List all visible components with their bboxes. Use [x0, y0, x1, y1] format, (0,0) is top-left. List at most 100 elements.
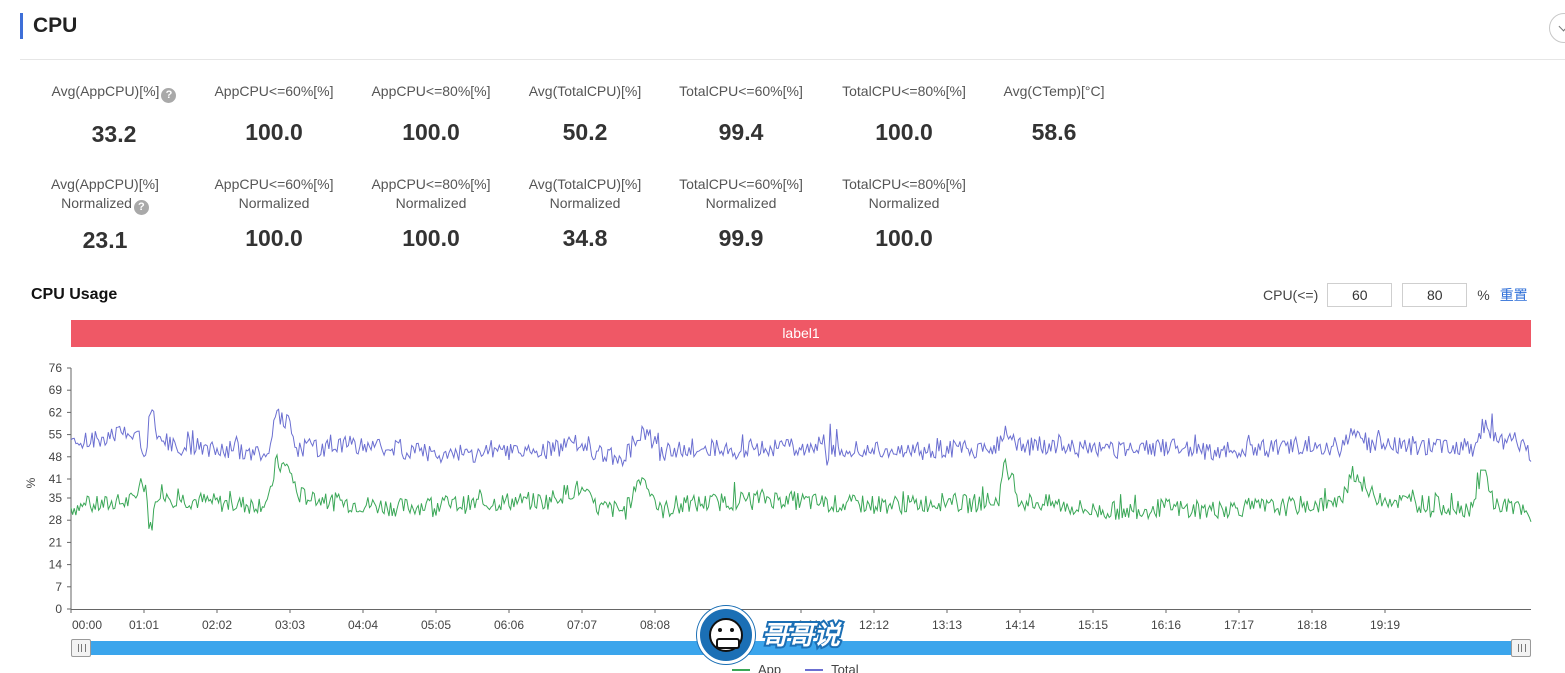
- y-tick-label: 0: [55, 602, 62, 616]
- metric-label: TotalCPU<=60%[%]: [679, 176, 803, 192]
- y-tick-label: 48: [49, 450, 63, 464]
- metric-avg-total-cpu-normalized: Avg(TotalCPU)[%] Normalized 34.8: [505, 175, 665, 252]
- series-line-total: [70, 408, 1532, 468]
- x-tick-label: 15:15: [1078, 618, 1108, 632]
- metric-value: 23.1: [82, 227, 128, 253]
- metric-label-normalized: Normalized: [238, 195, 310, 211]
- metric-total-cpu-80-normalized: TotalCPU<=80%[%] Normalized 100.0: [824, 175, 984, 252]
- x-tick-label: 03:03: [275, 618, 305, 632]
- slider-left-handle[interactable]: [71, 639, 91, 657]
- metric-label: AppCPU<=60%[%]: [214, 176, 334, 192]
- metric-total-cpu-60-normalized: TotalCPU<=60%[%] Normalized 99.9: [661, 175, 821, 252]
- legend-swatch-total: [805, 668, 824, 671]
- metric-value: 100.0: [402, 119, 460, 145]
- series-line-app: [70, 453, 1532, 531]
- x-tick-label: 18:18: [1297, 618, 1327, 632]
- legend-item-app[interactable]: App: [732, 662, 781, 673]
- metric-value: 100.0: [402, 225, 460, 251]
- y-tick-label: 76: [49, 361, 63, 375]
- metric-label: AppCPU<=60%[%]: [214, 83, 334, 99]
- legend-label-total: Total: [831, 662, 859, 673]
- metric-app-cpu-80: AppCPU<=80%[%] 100.0: [351, 82, 511, 146]
- metric-label: TotalCPU<=60%[%]: [679, 83, 803, 99]
- x-tick-label: 07:07: [567, 618, 597, 632]
- chart-legend: App Total: [732, 662, 883, 673]
- slider-right-handle[interactable]: [1511, 639, 1531, 657]
- y-tick-label: 69: [49, 383, 63, 397]
- y-tick-label: 55: [49, 428, 63, 442]
- threshold-label: CPU(<=): [1263, 287, 1319, 303]
- metric-total-cpu-80: TotalCPU<=80%[%] 100.0: [824, 82, 984, 146]
- x-tick-label: 05:05: [421, 618, 451, 632]
- y-tick-label: 7: [55, 580, 62, 594]
- watermark-text: 哥哥说: [760, 619, 845, 652]
- metric-label-normalized: Normalized: [705, 195, 777, 211]
- y-tick-label: 62: [49, 405, 63, 419]
- x-tick-label: 00:00: [72, 618, 102, 632]
- metric-app-cpu-60: AppCPU<=60%[%] 100.0: [194, 82, 354, 146]
- x-tick-label: 17:17: [1224, 618, 1254, 632]
- metric-value: 100.0: [875, 225, 933, 251]
- metric-label: Avg(CTemp)[°C]: [1003, 83, 1105, 99]
- cartoon-face-logo-icon: [697, 606, 755, 664]
- metric-label-normalized: Normalized: [549, 195, 621, 211]
- y-tick-label: 21: [49, 535, 63, 549]
- metric-label-normalized: Normalized: [61, 195, 132, 211]
- metric-value: 100.0: [875, 119, 933, 145]
- threshold-high-input[interactable]: [1402, 283, 1468, 307]
- label-band[interactable]: label1: [71, 320, 1531, 347]
- section-header: CPU: [20, 12, 77, 40]
- collapse-chevron-icon[interactable]: [1549, 13, 1565, 43]
- metric-label: Avg(TotalCPU)[%]: [528, 176, 642, 192]
- x-tick-label: 19:19: [1370, 618, 1400, 632]
- x-tick-label: 13:13: [932, 618, 962, 632]
- y-tick-label: 35: [49, 491, 63, 505]
- section-title: CPU: [33, 14, 78, 37]
- metric-value: 33.2: [91, 121, 137, 147]
- x-tick-label: 04:04: [348, 618, 378, 632]
- help-icon[interactable]: ?: [161, 88, 177, 103]
- time-range-slider[interactable]: [71, 639, 1531, 657]
- y-tick-label: 41: [49, 472, 63, 486]
- metric-label-normalized: Normalized: [395, 195, 467, 211]
- y-tick-label: 14: [49, 558, 63, 572]
- metric-avg-ctemp: Avg(CTemp)[°C] 58.6: [974, 82, 1134, 146]
- section-accent-bar: [20, 13, 23, 39]
- threshold-low-input[interactable]: [1327, 283, 1393, 307]
- metric-label: Avg(AppCPU)[%]: [51, 83, 160, 99]
- metric-value: 34.8: [562, 225, 608, 251]
- metric-label: Avg(AppCPU)[%]: [51, 176, 159, 192]
- metric-label-normalized: Normalized: [868, 195, 940, 211]
- legend-item-total[interactable]: Total: [805, 662, 859, 673]
- cpu-usage-chart[interactable]: 0 7 14 21 28 35 41 48 55 62 69 76% 00:00 01:01 02:02 03…: [0, 355, 1565, 640]
- metric-value: 100.0: [245, 119, 303, 145]
- metric-avg-total-cpu: Avg(TotalCPU)[%] 50.2: [505, 82, 665, 146]
- y-axis-label: %: [24, 477, 38, 488]
- x-tick-label: 14:14: [1005, 618, 1035, 632]
- chart-title: CPU Usage: [31, 286, 118, 303]
- legend-label-app: App: [758, 662, 782, 673]
- metric-avg-app-cpu: Avg(AppCPU)[%]? 33.2: [34, 82, 194, 148]
- metric-avg-app-cpu-normalized: Avg(AppCPU)[%] Normalized? 23.1: [25, 175, 185, 254]
- x-tick-label: 16:16: [1151, 618, 1181, 632]
- metric-value: 50.2: [562, 119, 608, 145]
- y-tick-label: 28: [49, 513, 63, 527]
- section-divider: [20, 59, 1565, 60]
- metric-value: 100.0: [245, 225, 303, 251]
- x-tick-label: 01:01: [129, 618, 159, 632]
- metric-label: AppCPU<=80%[%]: [371, 176, 491, 192]
- x-tick-label: 12:12: [859, 618, 889, 632]
- x-tick-label: 06:06: [494, 618, 524, 632]
- x-tick-label: 08:08: [640, 618, 670, 632]
- x-tick-label: 02:02: [202, 618, 232, 632]
- help-icon[interactable]: ?: [133, 200, 149, 215]
- reset-link[interactable]: 重置: [1499, 287, 1528, 303]
- metric-app-cpu-60-normalized: AppCPU<=60%[%] Normalized 100.0: [194, 175, 354, 252]
- metric-value: 99.9: [718, 225, 764, 251]
- threshold-unit: %: [1477, 287, 1490, 303]
- metric-label: TotalCPU<=80%[%]: [842, 83, 966, 99]
- legend-swatch-app: [732, 668, 750, 671]
- cpu-threshold-controls: CPU(<=) % 重置: [1263, 283, 1528, 307]
- metric-value: 58.6: [1031, 119, 1077, 145]
- metric-label: AppCPU<=80%[%]: [371, 83, 491, 99]
